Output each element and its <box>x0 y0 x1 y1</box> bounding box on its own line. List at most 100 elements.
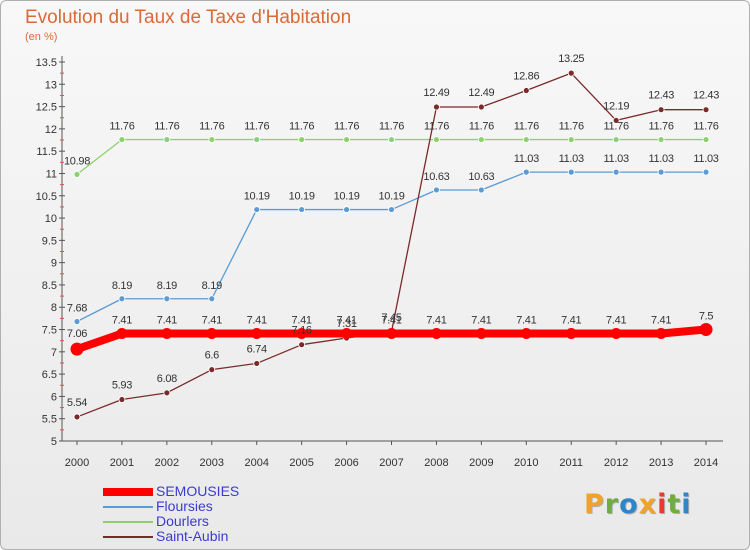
data-point <box>298 206 306 213</box>
data-label: 11.03 <box>693 153 718 165</box>
data-label: 11.76 <box>693 121 718 133</box>
data-point <box>477 103 485 111</box>
y-tick-label: 9 <box>51 258 57 270</box>
data-label: 10.19 <box>378 191 404 203</box>
y-tick-label: 13.5 <box>36 57 57 69</box>
data-point <box>163 295 171 303</box>
data-point <box>343 206 350 213</box>
x-tick-label: 2010 <box>514 457 538 469</box>
y-tick-label: 6 <box>51 391 57 403</box>
data-point <box>522 87 530 94</box>
data-point <box>522 136 530 143</box>
data-point <box>70 342 84 356</box>
legend-item: Saint-Aubin <box>103 528 303 545</box>
data-label: 10.63 <box>423 171 449 183</box>
data-label: 7.68 <box>67 303 87 315</box>
data-label: 7.45 <box>381 312 401 324</box>
legend-swatch <box>103 521 153 523</box>
data-point <box>73 170 81 178</box>
y-tick-label: 12.5 <box>36 102 57 114</box>
data-label: 11.76 <box>424 121 449 133</box>
data-label: 11.76 <box>559 121 584 133</box>
data-label: 7.41 <box>247 315 267 327</box>
data-point <box>657 136 665 143</box>
data-label: 11.03 <box>648 153 673 165</box>
y-tick-label: 12 <box>45 124 57 136</box>
y-tick-label: 10.5 <box>36 191 57 203</box>
x-tick-label: 2004 <box>244 457 268 469</box>
data-label: 11.76 <box>648 121 673 133</box>
data-point <box>118 136 126 143</box>
data-point <box>118 295 126 303</box>
x-tick-label: 2013 <box>649 457 673 469</box>
data-label: 7.06 <box>67 328 87 340</box>
data-point <box>208 295 216 303</box>
y-tick-label: 7 <box>51 347 57 359</box>
data-label: 7.41 <box>292 315 312 327</box>
data-label: 13.25 <box>558 53 584 65</box>
data-point <box>520 328 532 340</box>
legend-label: Saint-Aubin <box>156 528 229 544</box>
data-point <box>341 328 353 340</box>
x-tick-label: 2009 <box>469 457 493 469</box>
data-label: 10.19 <box>244 191 270 203</box>
data-point <box>655 328 667 340</box>
data-point <box>161 328 173 340</box>
data-label: 11.03 <box>514 153 539 165</box>
data-label: 7.41 <box>202 315 222 327</box>
y-tick-label: 11 <box>46 168 57 180</box>
data-point <box>253 206 261 213</box>
data-point <box>702 136 710 143</box>
y-tick-label: 10 <box>45 213 57 225</box>
chart-title: Evolution du Taux de Taxe d'Habitation <box>25 7 352 28</box>
data-label: 7.41 <box>381 315 401 327</box>
data-point <box>163 136 171 143</box>
data-point <box>612 168 620 176</box>
y-tick-label: 6.5 <box>42 369 57 381</box>
data-point <box>253 360 261 367</box>
data-point <box>567 168 575 176</box>
data-label: 10.98 <box>64 155 90 167</box>
x-tick-label: 2003 <box>200 457 224 469</box>
data-point <box>388 206 395 213</box>
data-label: 11.03 <box>559 153 584 165</box>
x-tick-label: 2002 <box>155 457 179 469</box>
legend-item: Dourlers <box>103 513 303 530</box>
data-label: 5.93 <box>112 380 132 392</box>
data-label: 12.19 <box>603 100 629 112</box>
data-label: 10.19 <box>334 191 360 203</box>
x-tick-label: 2014 <box>694 457 718 469</box>
data-label: 7.5 <box>699 311 714 323</box>
data-label: 11.76 <box>334 121 359 133</box>
data-label: 12.43 <box>693 90 719 102</box>
legend-item: Floursies <box>103 498 303 515</box>
brand-logo: Proxiti <box>584 489 692 520</box>
data-point <box>433 103 440 111</box>
data-label: 7.41 <box>606 315 626 327</box>
data-point <box>388 136 395 143</box>
y-tick-label: 8 <box>51 302 57 314</box>
x-tick-label: 2005 <box>289 457 313 469</box>
x-tick-label: 2001 <box>110 457 134 469</box>
data-point <box>298 341 306 349</box>
legend-swatch <box>103 488 153 496</box>
data-label: 7.41 <box>516 315 536 327</box>
data-label: 6.6 <box>205 350 220 362</box>
data-point <box>118 396 126 403</box>
y-tick-label: 7.5 <box>42 325 57 337</box>
data-label: 11.76 <box>469 121 494 133</box>
data-point <box>612 117 620 124</box>
data-label: 12.49 <box>423 87 449 99</box>
data-point <box>475 328 487 340</box>
data-point <box>206 328 218 340</box>
data-label: 7.41 <box>471 315 491 327</box>
data-label: 7.31 <box>336 318 356 330</box>
data-point <box>612 136 620 143</box>
data-point <box>477 136 485 143</box>
data-label: 8.19 <box>202 280 222 292</box>
y-tick-label: 13 <box>45 79 57 91</box>
data-label: 11.76 <box>109 121 134 133</box>
data-point <box>433 136 440 143</box>
data-point <box>567 136 575 143</box>
